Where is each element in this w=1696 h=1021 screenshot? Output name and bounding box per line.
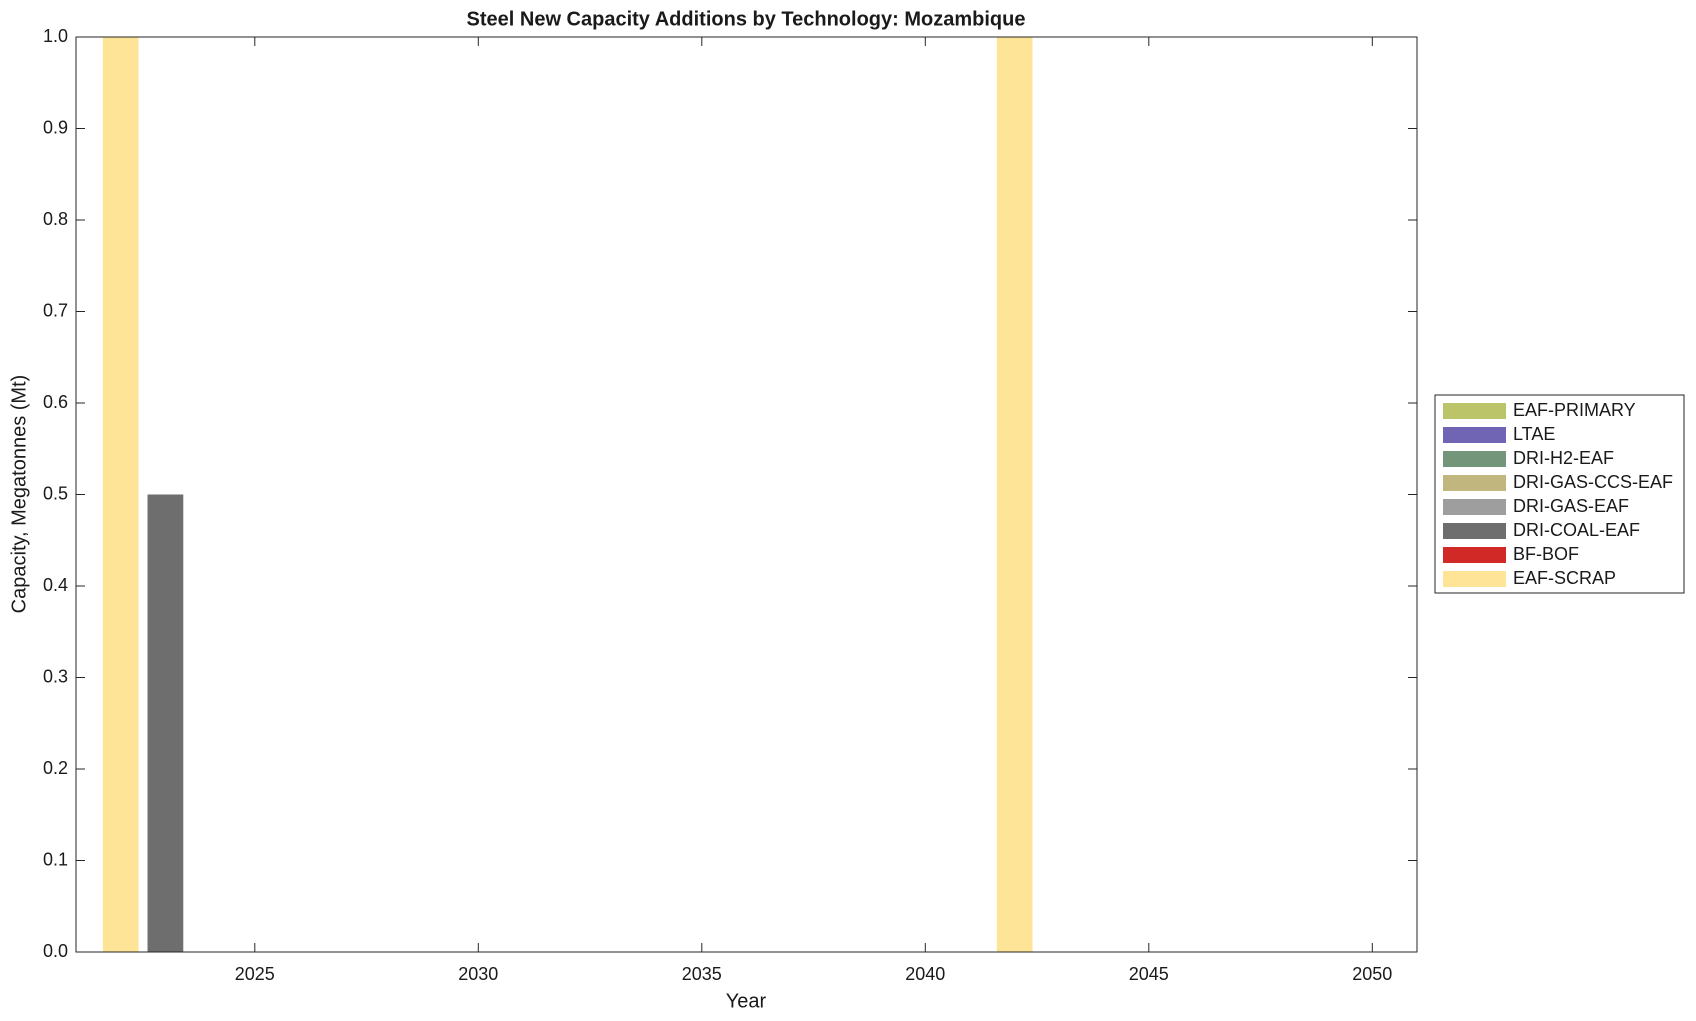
- y-tick-label: 0.8: [43, 209, 68, 229]
- y-tick-label: 0.9: [43, 117, 68, 137]
- x-tick-label: 2045: [1129, 964, 1169, 984]
- y-tick-label: 0.1: [43, 849, 68, 869]
- y-tick-label: 0.6: [43, 392, 68, 412]
- x-tick-label: 2030: [458, 964, 498, 984]
- legend-swatch: [1443, 523, 1506, 539]
- y-tick-label: 1.0: [43, 26, 68, 46]
- x-tick-label: 2025: [235, 964, 275, 984]
- legend-label: DRI-GAS-CCS-EAF: [1513, 472, 1673, 492]
- chart-title: Steel New Capacity Additions by Technolo…: [467, 8, 1026, 30]
- legend-label: EAF-PRIMARY: [1513, 400, 1636, 420]
- legend-label: EAF-SCRAP: [1513, 568, 1616, 588]
- x-tick-label: 2050: [1352, 964, 1392, 984]
- legend-swatch: [1443, 547, 1506, 563]
- y-axis-label: Capacity, Megatonnes (Mt): [8, 375, 30, 614]
- y-tick-label: 0.5: [43, 483, 68, 503]
- y-tick-label: 0.2: [43, 758, 68, 778]
- x-tick-label: 2040: [905, 964, 945, 984]
- y-tick-label: 0.7: [43, 300, 68, 320]
- legend-swatch: [1443, 451, 1506, 467]
- bar-segment: [102, 37, 139, 952]
- y-tick-label: 0.4: [43, 575, 68, 595]
- legend: EAF-PRIMARY LTAE DRI-H2-EAF DRI-GAS-CCS-EAF…: [1434, 394, 1685, 594]
- legend-swatch: [1443, 499, 1506, 515]
- y-tick-label: 0.0: [43, 941, 68, 961]
- bar-segment: [996, 37, 1033, 952]
- plot-frame: [75, 36, 1418, 953]
- legend-label: DRI-GAS-EAF: [1513, 496, 1629, 516]
- legend-label: DRI-COAL-EAF: [1513, 520, 1640, 540]
- legend-swatch: [1443, 403, 1506, 419]
- legend-swatch: [1443, 571, 1506, 587]
- bars: [102, 37, 1033, 952]
- x-axis-label: Year: [726, 990, 767, 1012]
- legend-label: BF-BOF: [1513, 544, 1579, 564]
- y-tick-label: 0.3: [43, 666, 68, 686]
- x-tick-label: 2035: [682, 964, 722, 984]
- legend-swatch: [1443, 475, 1506, 491]
- legend-label: DRI-H2-EAF: [1513, 448, 1614, 468]
- legend-label: LTAE: [1513, 424, 1555, 444]
- bar-segment: [147, 494, 184, 952]
- legend-swatch: [1443, 427, 1506, 443]
